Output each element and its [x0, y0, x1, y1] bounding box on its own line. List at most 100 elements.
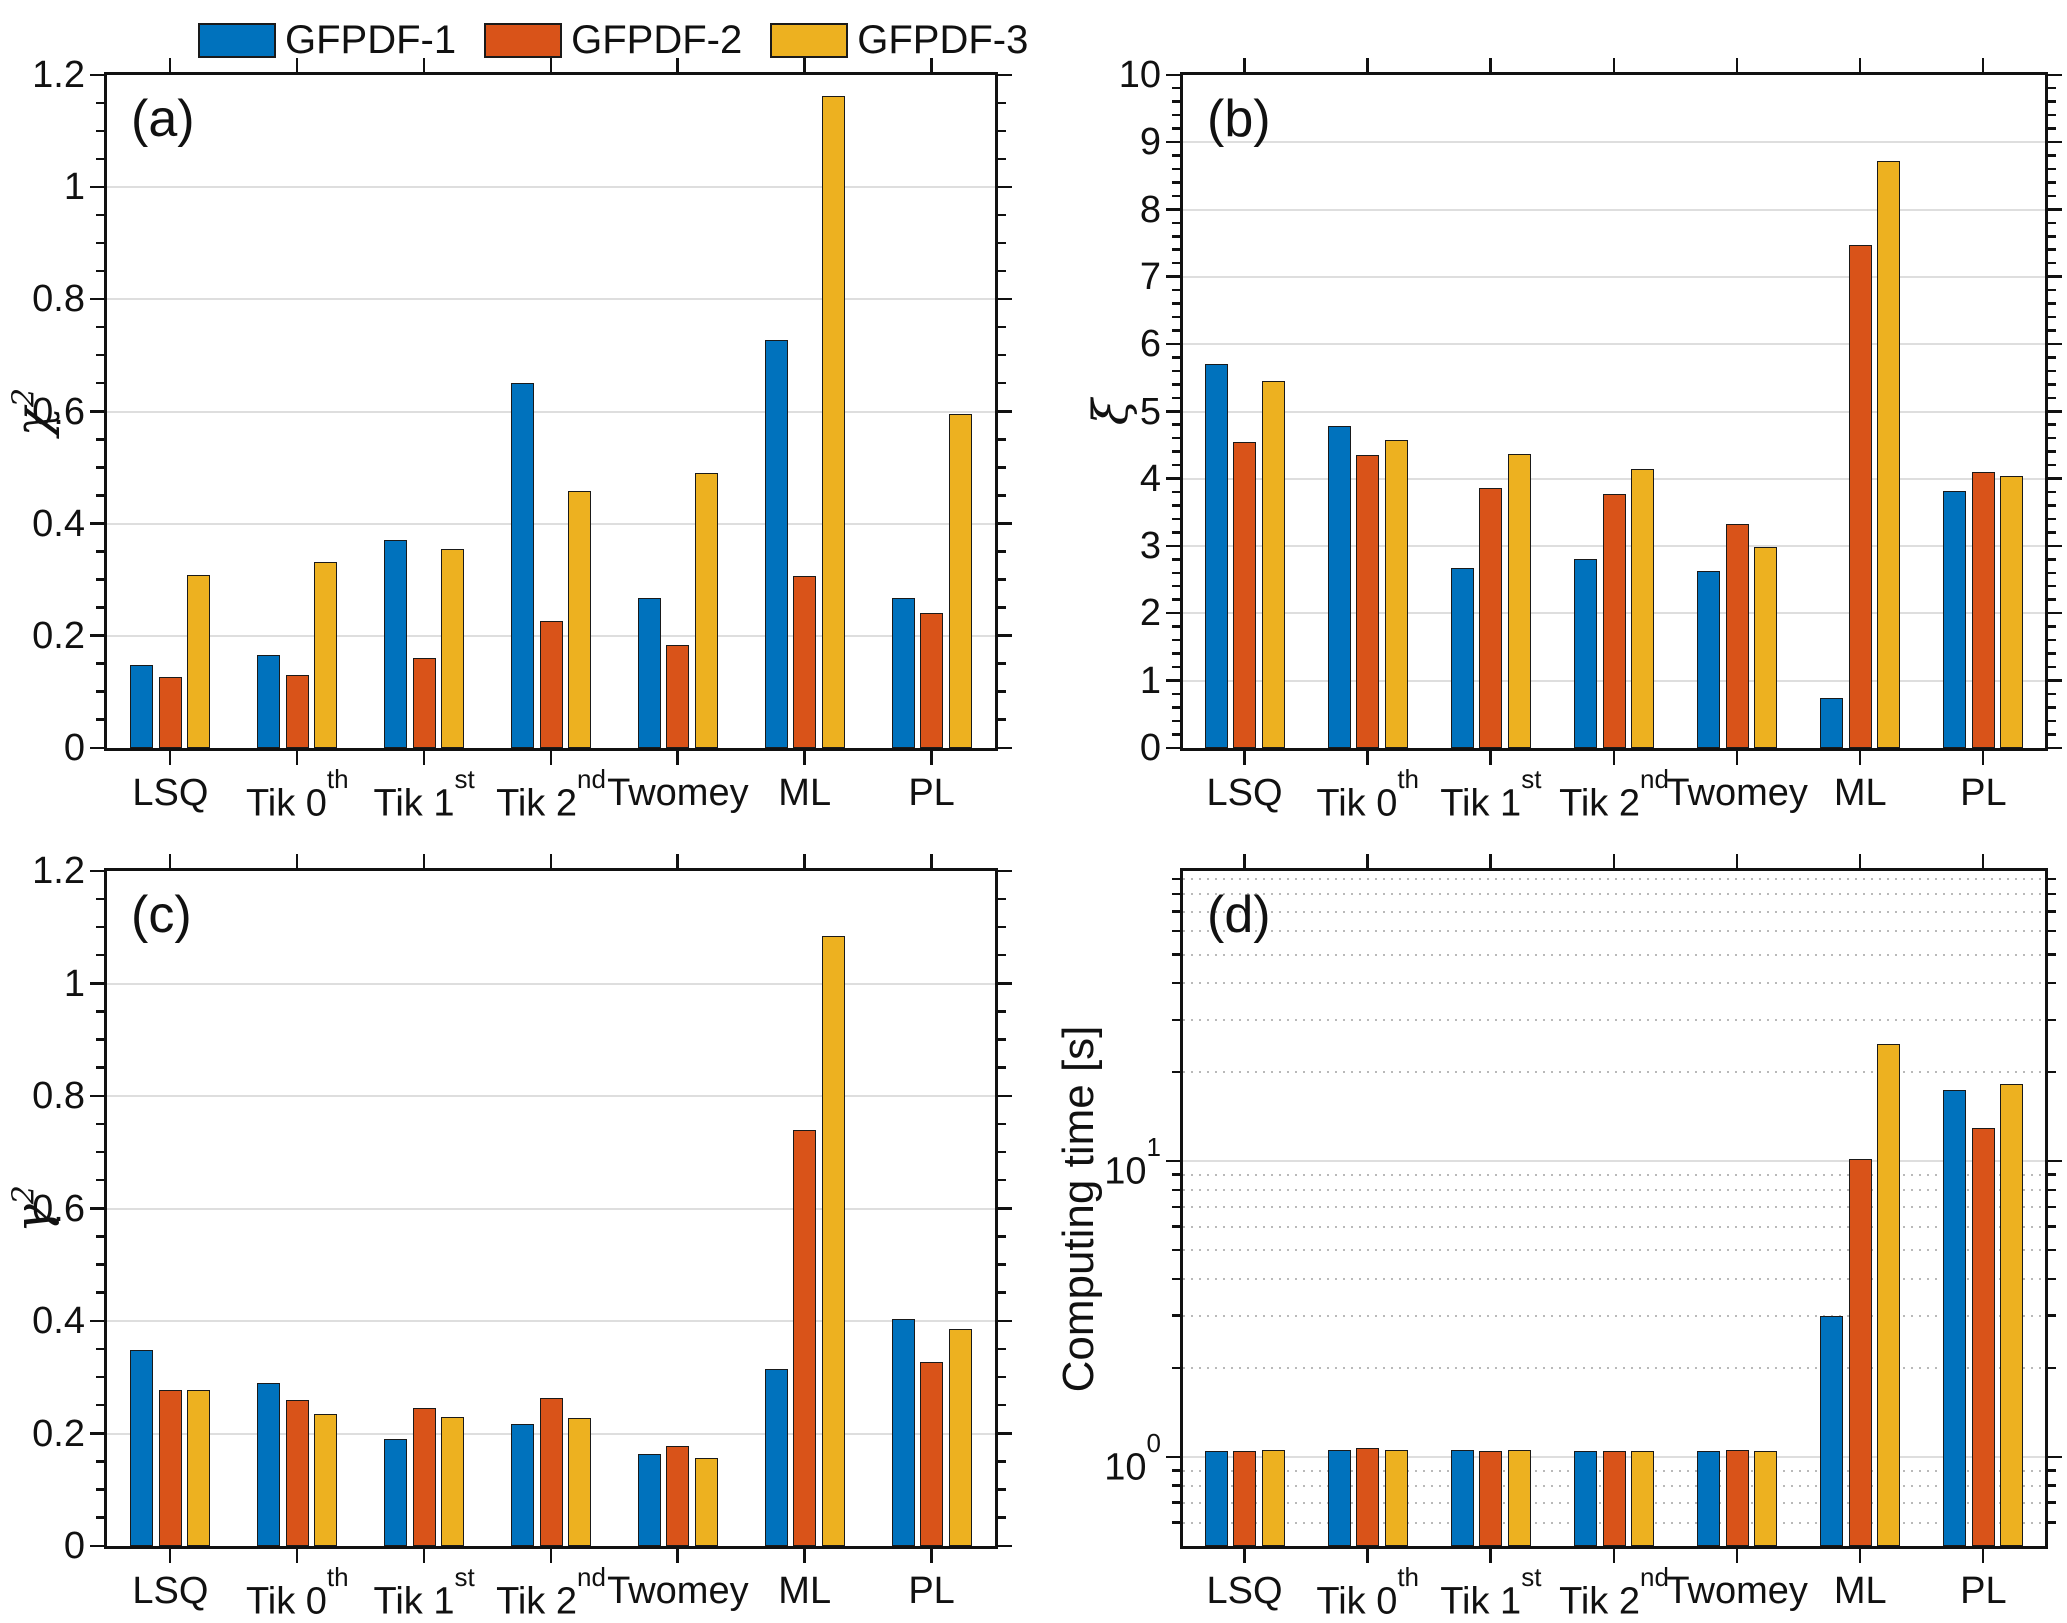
y-tick-label: 0.4 — [32, 1300, 85, 1342]
y-minor-tick — [998, 101, 1006, 105]
y-minor-tick — [2048, 877, 2056, 881]
x-group-tick — [1735, 1549, 1739, 1563]
chart-legend: GFPDF-1 GFPDF-2 GFPDF-3 — [198, 18, 1028, 63]
y-minor-tick — [1172, 235, 1180, 238]
y-minor-tick — [1172, 1521, 1180, 1524]
bar-gfpdf-2-tik-1st — [1479, 487, 1503, 748]
bar-gfpdf-2-pl — [920, 1362, 944, 1546]
major-gridline — [107, 1320, 995, 1322]
major-gridline — [1183, 141, 2045, 144]
y-minor-tick — [1172, 981, 1180, 985]
minor-gridline — [1183, 1019, 2045, 1022]
y-minor-tick — [96, 1347, 104, 1351]
y-major-tick — [998, 185, 1012, 189]
bar-gfpdf-3-ml — [821, 95, 845, 748]
y-minor-tick — [1172, 436, 1180, 440]
y-major-tick — [1166, 208, 1180, 211]
y-minor-tick — [1172, 221, 1180, 225]
y-minor-tick — [1172, 953, 1180, 956]
bar-gfpdf-3-tik-2nd — [568, 491, 591, 748]
y-minor-tick — [96, 353, 104, 357]
y-minor-tick — [1172, 369, 1180, 373]
bar-gfpdf-1-twomey — [1697, 1450, 1721, 1546]
minor-gridline — [1183, 1071, 2045, 1074]
y-axis-label-a: χ2 — [5, 387, 61, 436]
x-group-tick — [1489, 58, 1492, 72]
x-group-tick — [803, 854, 806, 868]
x-group-tick — [1489, 1549, 1492, 1563]
y-minor-tick — [1172, 1205, 1180, 1209]
y-major-tick — [1166, 1455, 1180, 1458]
y-major-tick — [1166, 140, 1180, 144]
y-minor-tick — [2048, 692, 2056, 696]
y-minor-tick — [2048, 517, 2056, 521]
x-group-tick — [930, 751, 933, 765]
x-group-tick — [549, 751, 552, 765]
y-major-tick — [1166, 544, 1180, 548]
y-major-tick — [90, 410, 104, 413]
bar-gfpdf-2-tik-2nd — [1602, 1450, 1626, 1546]
y-minor-tick — [2048, 181, 2056, 184]
bar-gfpdf-1-tik-2nd — [511, 382, 534, 748]
y-minor-tick — [2048, 315, 2056, 319]
minor-gridline — [1183, 1206, 2045, 1209]
minor-gridline — [1183, 1189, 2045, 1192]
x-group-tick — [803, 751, 806, 765]
minor-gridline — [1183, 982, 2045, 985]
y-minor-tick — [998, 241, 1006, 245]
bar-gfpdf-2-lsq — [1233, 1450, 1257, 1546]
bar-gfpdf-2-tik-1st — [412, 657, 436, 748]
y-minor-tick — [96, 1263, 104, 1266]
x-category-label: PL — [1960, 1570, 2007, 1612]
y-major-tick — [90, 746, 104, 749]
y-minor-tick — [2048, 356, 2056, 359]
bar-gfpdf-2-pl — [1971, 472, 1995, 748]
y-minor-tick — [2048, 1018, 2056, 1022]
bar-gfpdf-2-ml — [1848, 1158, 1872, 1546]
y-minor-tick — [1172, 504, 1180, 507]
y-minor-tick — [96, 606, 104, 609]
y-minor-tick — [1172, 194, 1180, 198]
y-minor-tick — [998, 1178, 1006, 1182]
x-group-tick — [1735, 751, 1739, 765]
y-minor-tick — [96, 157, 104, 161]
x-category-label: Twomey — [1666, 1570, 1808, 1612]
y-minor-tick — [2048, 248, 2056, 251]
y-minor-tick — [2048, 490, 2056, 494]
y-tick-label: 9 — [1139, 121, 1161, 164]
bar-gfpdf-1-twomey — [637, 597, 661, 748]
y-minor-tick — [96, 438, 104, 441]
bar-gfpdf-3-ml — [1877, 1043, 1901, 1546]
x-group-tick — [168, 854, 172, 868]
y-minor-tick — [2048, 167, 2056, 171]
y-major-tick — [90, 634, 104, 637]
x-category-label: PL — [1960, 772, 2007, 814]
y-minor-tick — [96, 381, 104, 385]
y-minor-tick — [998, 1460, 1006, 1463]
y-minor-tick — [1172, 877, 1180, 881]
x-group-tick — [1858, 751, 1862, 765]
x-group-tick — [1735, 854, 1739, 868]
y-tick-label: 1.2 — [32, 54, 85, 96]
y-minor-tick — [2048, 929, 2056, 933]
y-minor-tick — [998, 925, 1006, 929]
y-major-tick — [998, 1544, 1012, 1547]
y-minor-tick — [1172, 638, 1180, 642]
y-minor-tick — [998, 1235, 1006, 1238]
y-minor-tick — [96, 578, 104, 581]
x-category-label: Twomey — [1666, 772, 1808, 814]
y-axis-label-c: γ2 — [5, 1184, 61, 1233]
y-minor-tick — [2048, 261, 2056, 265]
y-minor-tick — [1172, 329, 1180, 332]
x-category-label: Tik 0th — [245, 764, 349, 825]
bar-gfpdf-1-tik-2nd — [1574, 558, 1597, 748]
y-major-tick — [90, 1544, 104, 1547]
bar-gfpdf-1-tik-0th — [257, 1383, 281, 1546]
y-minor-tick — [998, 1347, 1006, 1351]
y-minor-tick — [2048, 558, 2056, 561]
y-tick-label: 7 — [1139, 255, 1161, 298]
bar-gfpdf-3-tik-2nd — [568, 1418, 591, 1546]
x-group-tick — [549, 854, 552, 868]
x-category-label: Tik 1st — [1440, 764, 1542, 825]
y-minor-tick — [2048, 504, 2056, 507]
